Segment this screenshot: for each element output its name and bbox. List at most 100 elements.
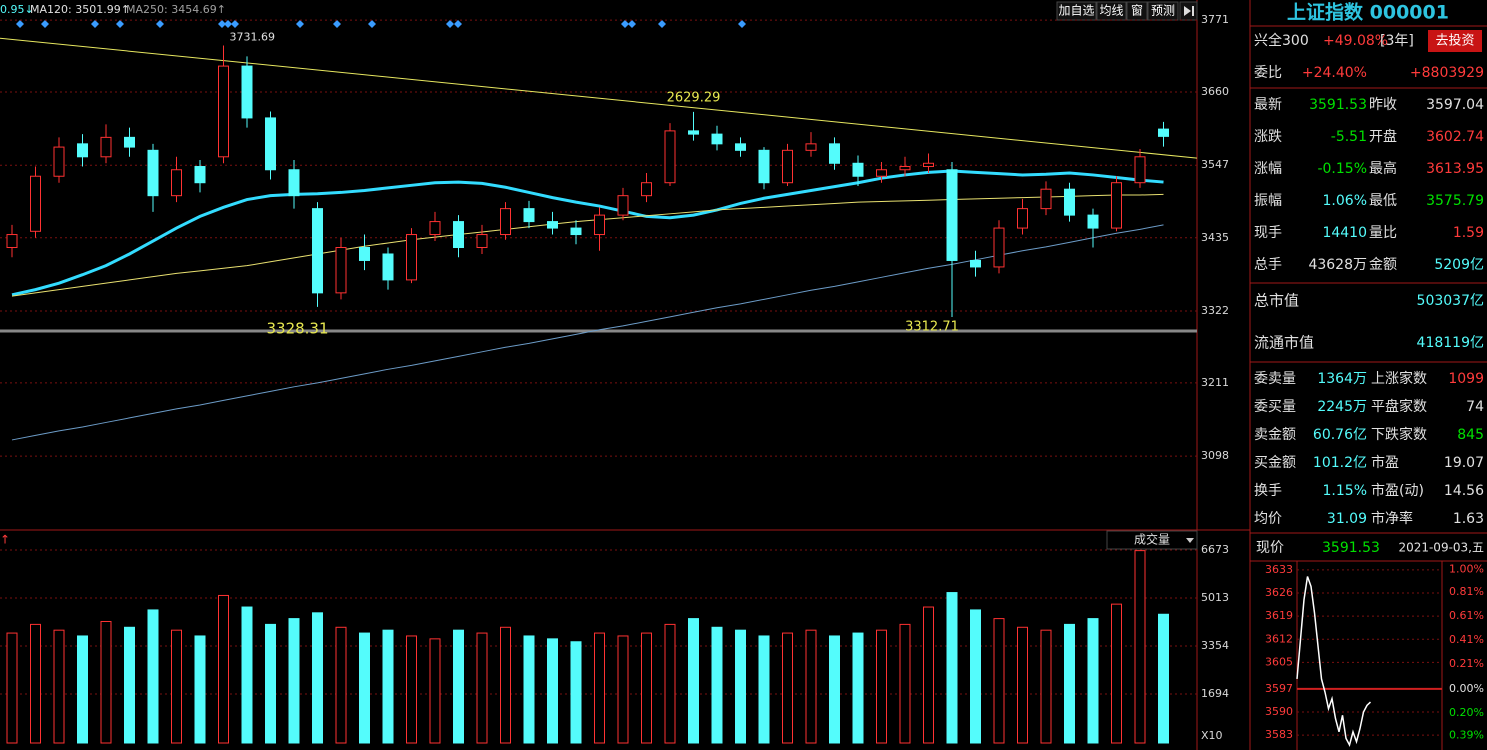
- y2-tick-label: 0.81%: [1449, 585, 1484, 598]
- quote-value: 14.56: [1444, 483, 1484, 499]
- signal-marker: [156, 20, 164, 28]
- signal-marker: [628, 20, 636, 28]
- candle-body: [406, 234, 417, 281]
- candle-body: [617, 195, 629, 216]
- candle-body: [335, 247, 347, 294]
- volume-bar: [100, 620, 112, 744]
- signal-marker: [333, 20, 341, 28]
- y-tick-label: 1694: [1201, 687, 1229, 700]
- candle-body: [899, 166, 911, 171]
- expand-icon: [1184, 6, 1191, 16]
- y-tick-label: 5013: [1201, 591, 1229, 604]
- quote-value: 60.76亿: [1313, 427, 1367, 443]
- candle-body: [970, 259, 981, 268]
- quote-label: 现手: [1254, 225, 1282, 241]
- candle-body: [876, 169, 887, 177]
- volume-bar: [970, 609, 981, 744]
- quote-value: 19.07: [1444, 455, 1484, 471]
- quote-label: 委比: [1254, 65, 1282, 81]
- volume-bar: [406, 635, 417, 744]
- candle-body: [688, 130, 699, 135]
- volume-bar: [711, 626, 723, 744]
- quote-label: 昨收: [1369, 97, 1397, 113]
- quote-label: 总手: [1254, 257, 1282, 273]
- quote-label: 上涨家数: [1371, 370, 1427, 387]
- candle-body: [829, 143, 840, 164]
- volume-bar: [782, 632, 793, 744]
- y-tick-label: 3211: [1201, 376, 1229, 389]
- volume-bar: [594, 632, 605, 744]
- volume-bar: [946, 592, 958, 744]
- candle-body: [265, 117, 276, 171]
- y-tick-label: 3583: [1265, 728, 1293, 741]
- volume-bar: [453, 629, 464, 744]
- volume-bar: [476, 632, 488, 744]
- quote-value: 3575.79: [1426, 193, 1484, 209]
- volume-bar: [288, 618, 300, 744]
- invest-button[interactable]: [1428, 30, 1482, 52]
- candle-body: [194, 166, 206, 184]
- volume-bar: [923, 606, 934, 744]
- signal-marker: [16, 20, 24, 28]
- unit-label: X10: [1201, 729, 1223, 742]
- signal-marker: [658, 20, 666, 28]
- volume-bar: [1087, 618, 1099, 744]
- volume-bar: [382, 629, 394, 744]
- candle-body: [782, 149, 793, 184]
- candle-body: [171, 169, 182, 197]
- quote-value: 14410: [1322, 225, 1367, 241]
- intraday-line: [1296, 576, 1372, 748]
- toolbar-button[interactable]: [1147, 1, 1179, 21]
- quote-value: 43628万: [1308, 257, 1367, 273]
- quote-label: 量比: [1369, 225, 1397, 241]
- volume-bar: [124, 626, 135, 744]
- volume-bar: [359, 632, 370, 744]
- y-tick-label: 3771: [1201, 13, 1229, 26]
- quote-label: 涨跌: [1254, 129, 1282, 145]
- volume-bar: [1040, 629, 1052, 744]
- y-tick-label: 3619: [1265, 609, 1293, 622]
- y2-tick-label: 0.21%: [1449, 657, 1484, 670]
- volume-bar: [1111, 603, 1122, 744]
- volume-bar: [335, 626, 347, 744]
- candle-body: [1087, 214, 1099, 229]
- y-tick-label: 3354: [1201, 639, 1229, 652]
- candle-body: [641, 182, 652, 197]
- candle-body: [288, 169, 300, 197]
- arrow-icon: ↑: [0, 533, 10, 547]
- quote-value: 1.59: [1453, 225, 1484, 241]
- candle-body: [993, 227, 1005, 268]
- volume-bar: [993, 618, 1005, 744]
- volume-bar: [1158, 613, 1169, 744]
- signal-marker: [41, 20, 49, 28]
- quote-value: 845: [1457, 427, 1484, 443]
- candle-body: [6, 234, 18, 249]
- quote-label: 最新: [1254, 97, 1282, 113]
- quote-value: 5209亿: [1434, 257, 1484, 273]
- quote-label: 均价: [1254, 511, 1282, 527]
- quote-label: 市净率: [1371, 510, 1413, 527]
- signal-marker: [116, 20, 124, 28]
- candle-body: [923, 162, 934, 168]
- price-annotation: 3312.71: [905, 320, 959, 335]
- invest-button-label: 去投资: [1435, 33, 1474, 49]
- y-tick-label: 3098: [1201, 449, 1229, 462]
- y2-tick-label: 1.00%: [1449, 563, 1484, 576]
- quote-date: 2021-09-03,五: [1398, 541, 1484, 555]
- y-tick-label: 3547: [1201, 158, 1229, 171]
- volume-bar: [171, 629, 182, 744]
- signal-marker: [738, 20, 746, 28]
- candle-body: [1111, 182, 1122, 229]
- volume-menu[interactable]: [1106, 530, 1198, 550]
- volume-bar: [312, 612, 323, 744]
- signal-marker: [368, 20, 376, 28]
- volume-bar: [30, 623, 41, 744]
- volume-bar: [805, 629, 817, 744]
- quote-label: 最高: [1369, 160, 1397, 177]
- quote-value: 101.2亿: [1313, 455, 1367, 471]
- candle-body: [1040, 188, 1052, 210]
- quote-title: 上证指数 000001: [1287, 1, 1449, 24]
- quote-value: 3597.04: [1426, 97, 1484, 113]
- quote-value: 3613.95: [1426, 161, 1484, 177]
